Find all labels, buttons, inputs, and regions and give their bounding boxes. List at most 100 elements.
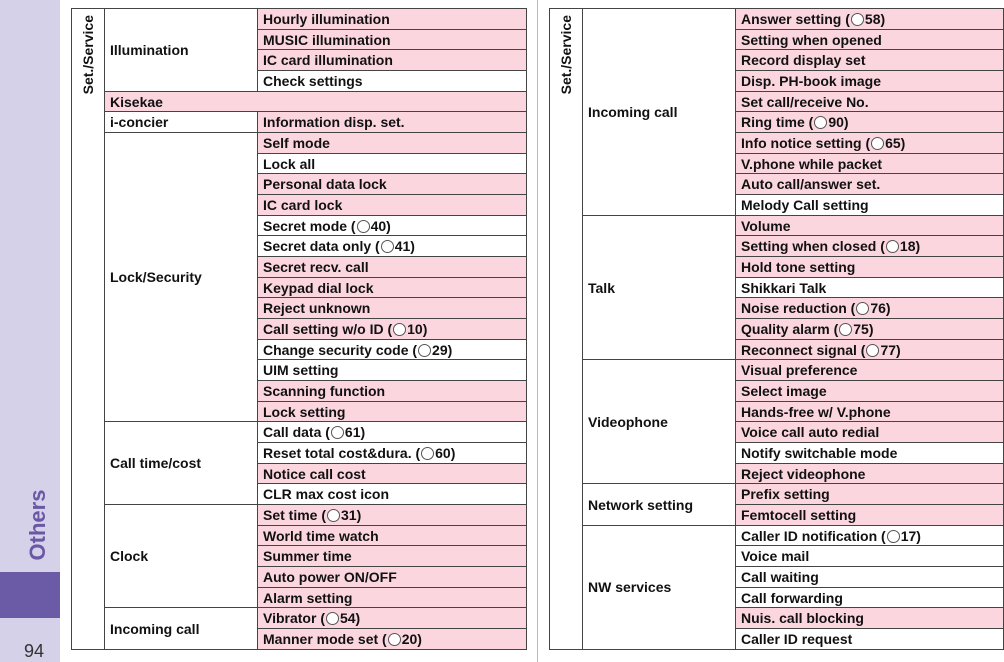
item-label: Answer setting (	[741, 10, 850, 27]
table-row: Secret mode (40)	[72, 214, 527, 237]
item-cell: Call forwarding	[735, 586, 1004, 609]
group-cell: Set./Service	[549, 8, 583, 650]
menu-icon	[421, 446, 435, 460]
group-label: Set./Service	[558, 15, 574, 95]
table-row: Lock/Security Self mode	[72, 132, 527, 423]
item-label: Select image	[741, 382, 827, 399]
category-label: Kisekae	[110, 93, 163, 110]
menu-table: Set./Service Incoming call Answer setting …	[549, 8, 1004, 651]
item-cell: Voice mail	[735, 545, 1004, 568]
item-label: Check settings	[263, 72, 363, 89]
table-row: IC card lock	[72, 194, 527, 216]
item-label: Lock setting	[263, 403, 346, 420]
page-ref: 61)	[344, 424, 366, 441]
menu-icon	[418, 343, 432, 357]
page-ref: 77)	[880, 341, 901, 358]
item-cell: Manner mode set (20)	[257, 628, 527, 650]
table-row: Set call/receive No.	[550, 90, 1004, 113]
table-row: MUSIC illumination	[72, 28, 527, 51]
table-row: Caller ID request	[550, 628, 1004, 650]
item-label: Auto power ON/OFF	[263, 568, 397, 585]
menu-icon	[850, 12, 864, 26]
table-row: Hands-free w/ V.phone	[550, 400, 1004, 423]
item-label: Set call/receive No.	[741, 93, 869, 110]
item-cell: Summer time	[257, 545, 527, 568]
item-label: Notify switchable mode	[741, 444, 898, 461]
table-row: Set./Service Illumination Hourly illuminat…	[71, 8, 527, 650]
item-cell: Information disp. set.	[257, 111, 527, 134]
category-cell: Incoming call	[582, 8, 736, 216]
sidebar: Others 94	[0, 0, 60, 662]
item-label: Secret mode (	[263, 217, 356, 234]
table-row: Disp. PH-book image	[550, 70, 1004, 92]
item-label: Hold tone setting	[741, 258, 856, 275]
item-cell: Hourly illumination	[257, 8, 527, 30]
item-label: Alarm setting	[263, 589, 353, 606]
menu-icon	[325, 612, 339, 626]
item-label: Secret recv. call	[263, 258, 369, 275]
category-label: Incoming call	[588, 103, 678, 120]
item-cell: Lock setting	[257, 400, 527, 423]
item-label: World time watch	[263, 527, 379, 544]
item-cell: IC card lock	[257, 194, 527, 216]
category-cell: Talk	[582, 214, 736, 361]
item-label: Reconnect signal (	[741, 341, 866, 358]
item-cell: Noise reduction (76)	[735, 297, 1004, 320]
table-row: Call waiting	[550, 566, 1004, 588]
item-cell: Auto call/answer set.	[735, 173, 1004, 196]
item-cell: Setting when opened	[735, 28, 1004, 51]
divider	[537, 0, 538, 662]
category-label: i-concier	[110, 114, 169, 131]
category-label: Videophone	[588, 413, 668, 430]
item-cell: Quality alarm (75)	[735, 318, 1004, 340]
table-row: Voice call auto redial	[550, 421, 1004, 444]
item-cell: Answer setting (58)	[735, 8, 1004, 30]
item-cell: World time watch	[257, 524, 527, 547]
menu-icon	[330, 426, 344, 440]
item-label: Vibrator (	[263, 610, 325, 627]
table-row: Videophone Visual preference	[550, 359, 1004, 485]
item-label: Caller ID notification (	[741, 527, 886, 544]
table-row: Network setting Prefix setting	[550, 483, 1004, 526]
section-tab	[0, 572, 60, 618]
category-label: Network setting	[588, 496, 694, 513]
table-row: Summer time	[72, 545, 527, 568]
table-row: Kisekae	[72, 90, 527, 113]
item-cell: Nuis. call blocking	[735, 607, 1004, 630]
category-label: NW services	[588, 579, 672, 596]
page-ref: 10)	[407, 320, 428, 337]
table-row: Keypad dial lock	[72, 276, 527, 299]
category-label: Call time/cost	[110, 455, 202, 472]
page-ref: 76)	[870, 300, 891, 317]
category-label: Illumination	[110, 41, 189, 58]
item-cell: Reject videophone	[735, 462, 1004, 485]
table-row: Notice call cost	[72, 462, 527, 485]
table-row: Notify switchable mode	[550, 442, 1004, 464]
item-label: CLR max cost icon	[263, 486, 390, 503]
item-label: UIM setting	[263, 362, 339, 379]
item-cell: Notice call cost	[257, 462, 527, 485]
category-label: Lock/Security	[110, 269, 202, 286]
category-cell: Videophone	[582, 359, 736, 485]
group-label: Set./Service	[80, 15, 96, 95]
item-cell: Hands-free w/ V.phone	[735, 400, 1004, 423]
menu-icon	[814, 116, 828, 130]
table-row: Call time/cost Call data ( 61)	[72, 421, 527, 506]
item-label: Manner mode set (	[263, 631, 387, 648]
item-cell: Caller ID request	[735, 628, 1004, 650]
item-label: Call data (	[263, 424, 330, 441]
item-cell: Ring time (90)	[735, 111, 1004, 134]
page-number: 94	[24, 641, 45, 661]
item-cell: MUSIC illumination	[257, 28, 527, 51]
item-cell: Set time (31)	[257, 504, 527, 526]
category-cell: Call time/cost	[104, 421, 258, 506]
table-row: Auto power ON/OFF	[72, 566, 527, 588]
menu-icon	[387, 633, 401, 647]
table-row: Clock Set time (31)	[72, 504, 527, 609]
item-cell: Shikkari Talk	[735, 276, 1004, 299]
table-row: Lock setting	[72, 400, 527, 423]
item-cell: Hold tone setting	[735, 256, 1004, 278]
item-label: Record display set	[741, 52, 866, 69]
item-cell: Vibrator (54)	[257, 607, 527, 630]
item-label: Call setting w/o ID (	[263, 320, 393, 337]
